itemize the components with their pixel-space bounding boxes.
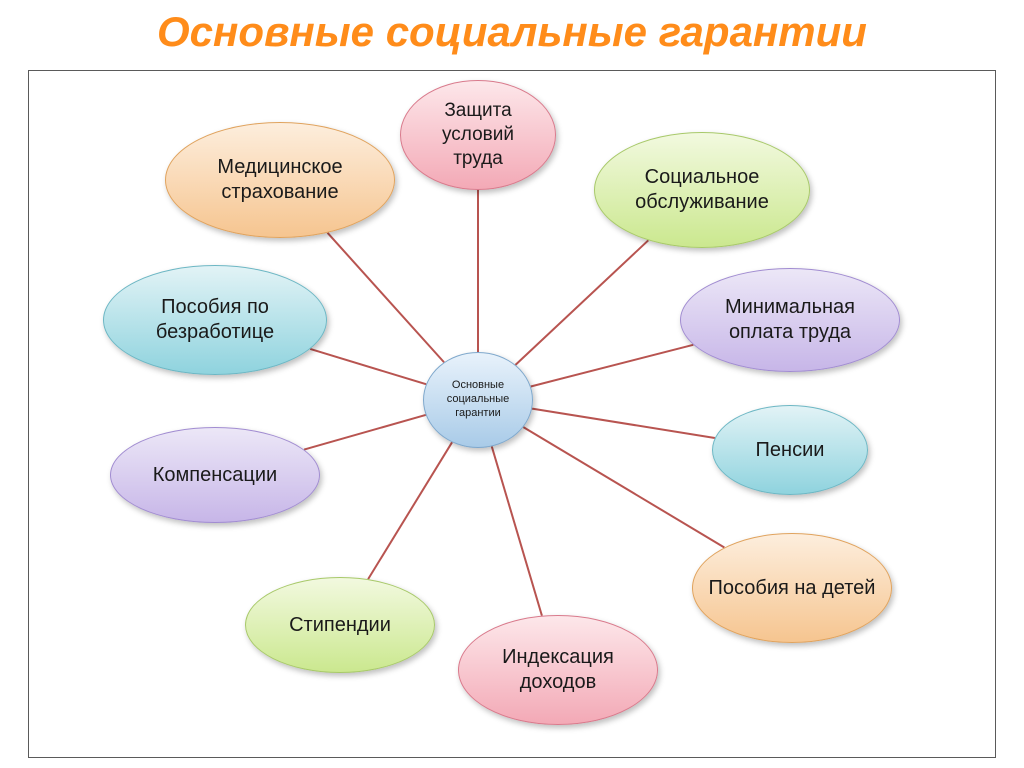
connector-line [531,345,694,387]
diagram-canvas: Основные социальные гарантии Защита усло… [0,0,1024,768]
node-unemployment: Пособия по безработице [103,265,327,375]
node-label: Индексация доходов [473,645,643,695]
node-label: Компенсации [153,463,277,488]
node-label: Пособия на детей [709,576,876,601]
node-min_wage: Минимальная оплата труда [680,268,900,372]
connector-line [492,446,542,615]
connector-line [368,442,452,579]
node-label: Пенсии [756,438,825,463]
center-node: Основные социальные гарантии [423,352,533,448]
node-label: Социальное обслуживание [609,165,795,215]
node-indexation: Индексация доходов [458,615,658,725]
connector-line [304,415,426,450]
node-scholarships: Стипендии [245,577,435,673]
connector-line [515,240,648,365]
connector-line [523,427,724,547]
connector-line [532,409,715,438]
node-label: Пособия по безработице [118,295,312,345]
node-label: Основные социальные гарантии [438,379,518,420]
node-compensation: Компенсации [110,427,320,523]
node-protection: Защита условий труда [400,80,556,190]
node-pensions: Пенсии [712,405,868,495]
node-label: Защита условий труда [415,99,541,170]
node-med_insurance: Медицинское страхование [165,122,395,238]
node-label: Стипендии [289,613,391,638]
node-social_service: Социальное обслуживание [594,132,810,248]
node-label: Медицинское страхование [180,155,380,205]
node-child_benefit: Пособия на детей [692,533,892,643]
connector-line [310,349,426,384]
node-label: Минимальная оплата труда [695,295,885,345]
connector-line [328,233,444,362]
